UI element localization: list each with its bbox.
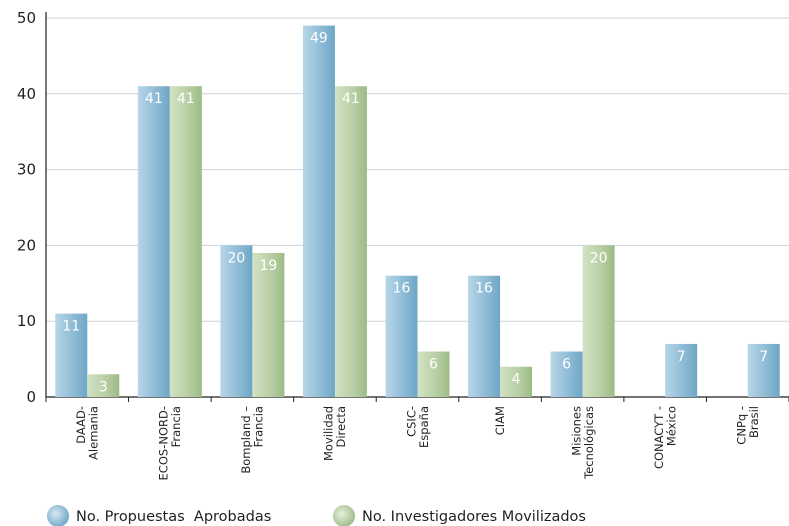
category-label-line: CIAM bbox=[493, 406, 507, 435]
category-label-line: Bompland – bbox=[239, 406, 253, 474]
data-label: 11 bbox=[62, 319, 80, 335]
data-label: 49 bbox=[310, 31, 328, 47]
category-label-line: Tecnológicas bbox=[582, 406, 596, 480]
bar bbox=[550, 351, 583, 397]
category-label-line: DAAD- bbox=[74, 406, 88, 444]
bar bbox=[500, 366, 533, 397]
category-label-line: Alemania bbox=[87, 406, 101, 460]
data-label: 16 bbox=[393, 281, 411, 297]
data-label: 41 bbox=[145, 91, 163, 107]
bar bbox=[169, 86, 202, 397]
category-label-line: México bbox=[664, 406, 678, 446]
legend-label-investigadores: No. Investigadores Movilizados bbox=[362, 509, 586, 525]
data-label: 41 bbox=[342, 91, 360, 107]
data-label: 4 bbox=[512, 372, 521, 388]
category-label-line: CSIC- bbox=[404, 406, 418, 437]
category-label-line: Movilidad bbox=[322, 406, 336, 461]
bar bbox=[252, 252, 285, 397]
category-label: MisionesTecnológicas bbox=[569, 406, 596, 480]
y-tick-label: 0 bbox=[26, 388, 36, 406]
label-layer: 11 3 41 41 20 19 49 41 16 6 16 4 6 20 7 7 bbox=[62, 31, 768, 396]
category-label-line: Francia bbox=[169, 406, 183, 447]
data-label: 7 bbox=[677, 349, 686, 365]
y-tick-label: 20 bbox=[17, 236, 36, 254]
bar bbox=[747, 343, 780, 397]
y-tick-label: 10 bbox=[17, 312, 36, 330]
category-label: Bompland –Francia bbox=[239, 406, 266, 474]
legend-marker-propuestas bbox=[47, 505, 69, 526]
data-label: 20 bbox=[227, 250, 245, 266]
bar bbox=[220, 245, 253, 397]
category-label-line: Brasil bbox=[747, 406, 761, 438]
category-label: MovilidadDirecta bbox=[322, 406, 349, 461]
data-label: 19 bbox=[259, 258, 277, 274]
data-label: 6 bbox=[562, 357, 571, 373]
category-label: ECOS-NORD-Francia bbox=[157, 406, 184, 480]
y-tick-label: 30 bbox=[17, 161, 36, 179]
legend-marker-investigadores bbox=[333, 505, 355, 526]
y-tick-label: 50 bbox=[17, 9, 36, 27]
data-label: 7 bbox=[759, 349, 768, 365]
legend-label-propuestas: No. Propuestas Aprobadas bbox=[76, 509, 271, 525]
bar bbox=[665, 343, 698, 397]
bar bbox=[55, 313, 88, 397]
bar-layer bbox=[55, 25, 780, 398]
category-label-line: CNPq - bbox=[734, 406, 748, 445]
bar bbox=[87, 374, 120, 397]
category-label: CSIC-España bbox=[404, 406, 431, 448]
category-label: CONACYT -México bbox=[652, 406, 679, 469]
bar bbox=[417, 351, 450, 397]
data-label: 6 bbox=[429, 357, 438, 373]
category-label-line: Directa bbox=[334, 406, 348, 447]
category-label-line: CONACYT - bbox=[652, 406, 666, 469]
bar bbox=[334, 86, 367, 397]
data-label: 16 bbox=[475, 281, 493, 297]
y-tick-label: 40 bbox=[17, 85, 36, 103]
data-label: 41 bbox=[177, 91, 195, 107]
category-label-line: Misiones bbox=[569, 406, 583, 456]
bar bbox=[302, 25, 335, 398]
category-label: DAAD-Alemania bbox=[74, 406, 101, 460]
category-label-line: España bbox=[417, 406, 431, 448]
category-label-line: Francia bbox=[252, 406, 266, 447]
category-label: CIAM bbox=[493, 406, 507, 435]
bar bbox=[385, 275, 418, 397]
legend: No. Propuestas Aprobadas No. Investigado… bbox=[47, 505, 586, 526]
data-label: 20 bbox=[590, 250, 608, 266]
category-label-line: ECOS-NORD- bbox=[157, 406, 171, 480]
bar bbox=[468, 275, 501, 397]
bar bbox=[137, 86, 170, 397]
bar bbox=[582, 245, 615, 397]
data-label: 3 bbox=[99, 379, 108, 395]
category-label: CNPq -Brasil bbox=[734, 406, 761, 445]
